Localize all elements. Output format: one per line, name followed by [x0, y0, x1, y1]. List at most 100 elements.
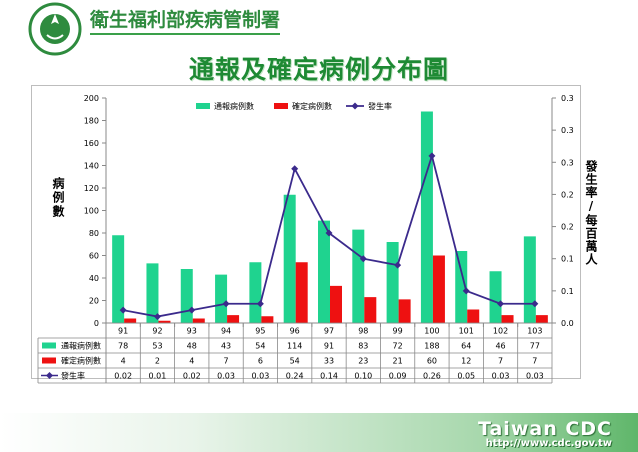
bar-reported-103: [523, 236, 536, 323]
y-left-tick-label: 100: [84, 207, 99, 216]
table-cell-incidence: 0.02: [183, 372, 201, 381]
bar-confirmed-95: [261, 316, 274, 323]
table-cell-incidence: 0.03: [526, 372, 544, 381]
point-incidence-100: [428, 152, 436, 160]
table-cell-reported: 78: [118, 342, 128, 351]
table-cell-incidence: 0.10: [354, 372, 372, 381]
bar-confirmed-100: [432, 255, 445, 323]
table-cell-incidence: 0.01: [149, 372, 167, 381]
table-cell-incidence: 0.03: [492, 372, 510, 381]
bar-confirmed-103: [535, 315, 548, 323]
bar-confirmed-94: [227, 315, 240, 323]
y-axis-left-label: 病例數: [51, 177, 65, 219]
table-cell-incidence: 0.02: [114, 372, 132, 381]
table-cell-incidence: 0.09: [389, 372, 407, 381]
point-incidence-92: [153, 313, 161, 321]
bar-reported-102: [489, 271, 502, 323]
footer-brand: Taiwan CDC: [477, 418, 612, 440]
x-tick-label: 102: [493, 327, 508, 336]
bar-reported-96: [283, 194, 296, 323]
y-right-tick-label: 0.0: [561, 319, 574, 328]
bar-reported-100: [420, 111, 433, 323]
bar-confirmed-93: [192, 318, 205, 323]
y-left-tick-label: 200: [84, 94, 99, 103]
bar-reported-99: [386, 242, 399, 323]
table-cell-confirmed: 7: [532, 357, 537, 366]
bar-reported-92: [146, 263, 159, 323]
table-cell-confirmed: 23: [358, 357, 368, 366]
y-right-tick-label: 0.3: [561, 158, 574, 167]
y-right-tick-label: 0.2: [561, 190, 574, 199]
slide-title: 通報及確定病例分布圖: [188, 55, 449, 84]
table-cell-reported: 46: [495, 342, 505, 351]
table-cell-incidence: 0.26: [423, 372, 441, 381]
table-cell-reported: 114: [287, 342, 302, 351]
table-cell-reported: 53: [152, 342, 162, 351]
bar-reported-95: [249, 262, 262, 323]
y-left-tick-label: 160: [84, 139, 99, 148]
point-incidence-98: [359, 255, 367, 263]
y-right-tick-label: 0.3: [561, 126, 574, 135]
point-incidence-103: [531, 300, 539, 308]
table-cell-incidence: 0.24: [286, 372, 304, 381]
x-tick-label: 98: [358, 327, 368, 336]
legend-swatch-confirmed: [274, 103, 288, 109]
x-tick-label: 101: [459, 327, 474, 336]
x-tick-label: 96: [290, 327, 300, 336]
org-name: 衛生福利部疾病管制署: [90, 9, 281, 31]
y-right-tick-label: 0.2: [561, 223, 574, 232]
table-cell-confirmed: 7: [498, 357, 503, 366]
x-tick-label: 99: [393, 327, 403, 336]
table-key-incidence-marker: [46, 372, 53, 379]
cdc-logo: [28, 2, 82, 56]
table-cell-confirmed: 21: [393, 357, 403, 366]
point-incidence-95: [256, 300, 264, 308]
bar-confirmed-102: [501, 315, 514, 323]
footer-banner: [0, 413, 638, 452]
table-cell-confirmed: 4: [121, 357, 126, 366]
point-incidence-97: [325, 229, 333, 237]
bar-reported-93: [180, 269, 193, 323]
logo-emblem: [51, 14, 59, 24]
table-cell-confirmed: 2: [155, 357, 160, 366]
table-cell-reported: 77: [530, 342, 540, 351]
y-right-tick-label: 0.3: [561, 94, 574, 103]
y-left-tick-label: 20: [89, 297, 99, 306]
bar-reported-94: [215, 274, 228, 323]
y-left-tick-label: 140: [84, 162, 99, 171]
legend-swatch-reported: [196, 103, 210, 109]
table-cell-reported: 54: [255, 342, 265, 351]
legend-label-incidence: 發生率: [368, 101, 392, 111]
x-tick-label: 97: [324, 327, 334, 336]
y-left-tick-label: 120: [84, 184, 99, 193]
y-right-tick-label: 0.1: [561, 287, 574, 296]
table-cell-reported: 83: [358, 342, 368, 351]
chart-frame: [31, 85, 581, 379]
table-key-reported: [42, 342, 56, 349]
x-tick-label: 103: [527, 327, 542, 336]
table-key-confirmed: [42, 357, 56, 364]
footer-url[interactable]: http://www.cdc.gov.tw: [485, 438, 612, 449]
table-cell-confirmed: 4: [189, 357, 194, 366]
bar-confirmed-101: [467, 309, 480, 323]
y-axis-right-label: 發生率/每百萬人: [584, 160, 598, 266]
table-cell-incidence: 0.03: [217, 372, 235, 381]
bar-confirmed-97: [330, 285, 342, 323]
point-incidence-91: [119, 306, 127, 314]
bar-reported-101: [455, 251, 468, 323]
y-left-tick-label: 180: [84, 117, 99, 126]
table-cell-confirmed: 60: [427, 357, 437, 366]
point-incidence-93: [188, 306, 196, 314]
table-cell-reported: 188: [424, 342, 439, 351]
point-incidence-99: [394, 261, 402, 269]
table-row-label-incidence: 發生率: [61, 371, 85, 381]
y-left-tick-label: 40: [89, 274, 99, 283]
legend-label-confirmed: 確定病例數: [292, 101, 332, 111]
y-left-tick-label: 80: [89, 229, 99, 238]
table-cell-confirmed: 54: [290, 357, 300, 366]
table-cell-confirmed: 12: [461, 357, 471, 366]
table-cell-reported: 43: [221, 342, 231, 351]
bar-reported-98: [352, 229, 365, 323]
table-cell-incidence: 0.14: [320, 372, 338, 381]
